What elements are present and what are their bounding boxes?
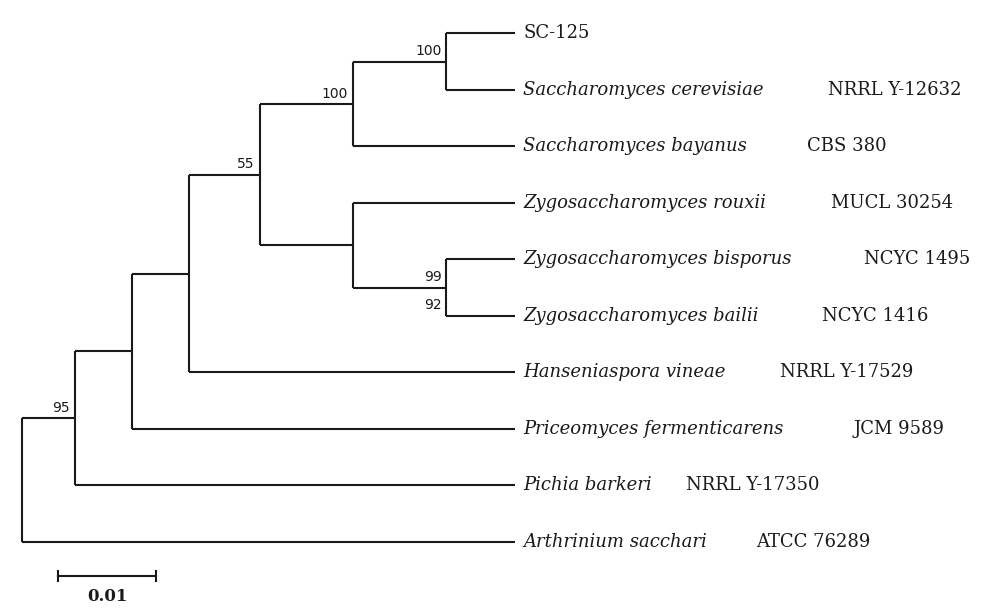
Text: 100: 100 bbox=[322, 86, 348, 100]
Text: NRRL Y-17350: NRRL Y-17350 bbox=[686, 476, 820, 495]
Text: Hanseniaspora vineae: Hanseniaspora vineae bbox=[523, 364, 725, 381]
Text: JCM 9589: JCM 9589 bbox=[853, 420, 944, 438]
Text: CBS 380: CBS 380 bbox=[807, 138, 887, 155]
Text: Saccharomyces bayanus: Saccharomyces bayanus bbox=[523, 138, 747, 155]
Text: 99: 99 bbox=[424, 270, 441, 284]
Text: 55: 55 bbox=[237, 157, 255, 171]
Text: Saccharomyces cerevisiae: Saccharomyces cerevisiae bbox=[523, 81, 764, 99]
Text: Arthrinium sacchari: Arthrinium sacchari bbox=[523, 533, 707, 551]
Text: Pichia barkeri: Pichia barkeri bbox=[523, 476, 652, 495]
Text: 95: 95 bbox=[52, 401, 70, 415]
Text: SC-125: SC-125 bbox=[523, 24, 589, 43]
Text: Zygosaccharomyces bailii: Zygosaccharomyces bailii bbox=[523, 307, 758, 325]
Text: 100: 100 bbox=[415, 44, 441, 58]
Text: Zygosaccharomyces rouxii: Zygosaccharomyces rouxii bbox=[523, 194, 766, 212]
Text: Priceomyces fermenticarens: Priceomyces fermenticarens bbox=[523, 420, 783, 438]
Text: NRRL Y-17529: NRRL Y-17529 bbox=[780, 364, 913, 381]
Text: 92: 92 bbox=[424, 298, 441, 312]
Text: 0.01: 0.01 bbox=[87, 588, 128, 605]
Text: NRRL Y-12632: NRRL Y-12632 bbox=[828, 81, 962, 99]
Text: Zygosaccharomyces bisporus: Zygosaccharomyces bisporus bbox=[523, 250, 792, 269]
Text: NCYC 1495: NCYC 1495 bbox=[864, 250, 970, 269]
Text: MUCL 30254: MUCL 30254 bbox=[831, 194, 953, 212]
Text: NCYC 1416: NCYC 1416 bbox=[822, 307, 928, 325]
Text: ATCC 76289: ATCC 76289 bbox=[756, 533, 870, 551]
